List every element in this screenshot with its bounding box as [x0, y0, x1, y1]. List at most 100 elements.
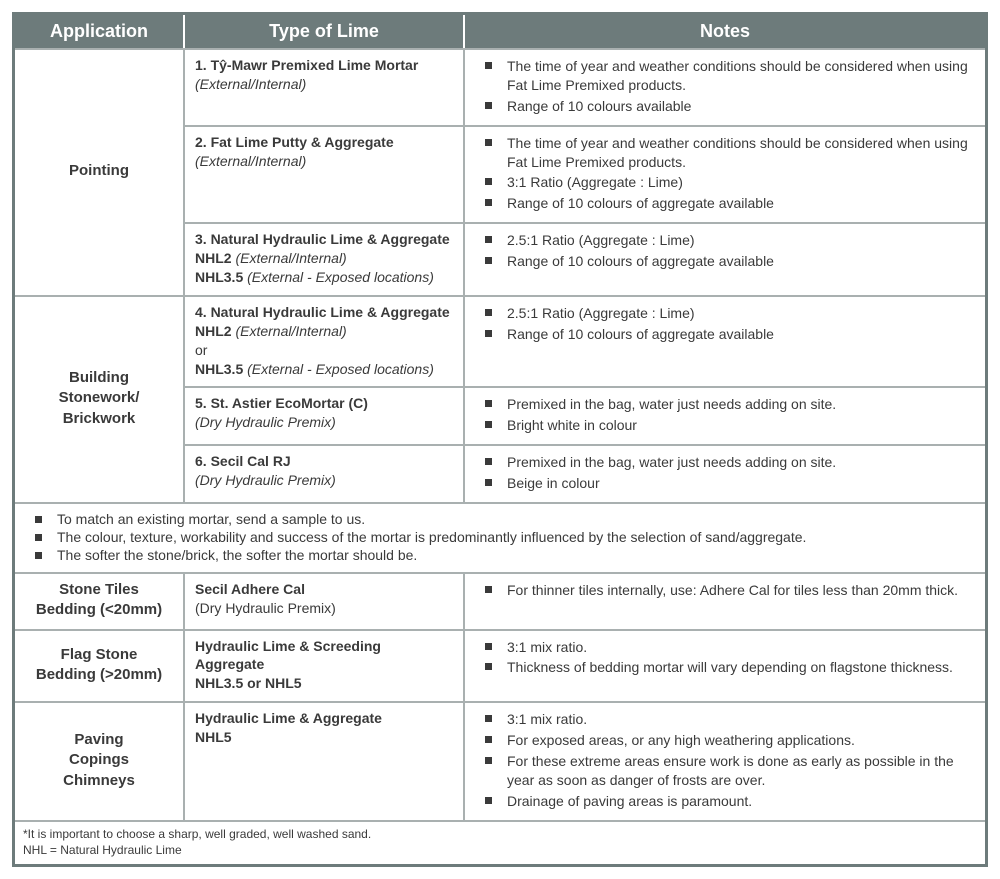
row-flagstone: Flag Stone Bedding (>20mm) Hydraulic Lim… [15, 629, 985, 702]
lime-pointing-1: 1. Tŷ-Mawr Premixed Lime Mortar (Externa… [185, 48, 465, 125]
note-item: Premixed in the bag, water just needs ad… [475, 452, 975, 473]
row-building-4: Building Stonework/ Brickwork 4. Natural… [15, 295, 985, 387]
app-stonetiles-l2: Bedding (<20mm) [36, 601, 162, 618]
note-item: Range of 10 colours available [475, 96, 975, 117]
header-type-of-lime: Type of Lime [185, 15, 465, 48]
note-item: To match an existing mortar, send a samp… [25, 510, 975, 528]
notes-paving: 3:1 mix ratio. For exposed areas, or any… [465, 701, 985, 819]
notes-list: 2.5:1 Ratio (Aggregate : Lime) Range of … [475, 303, 975, 345]
lime-or: or [195, 342, 207, 358]
notes-stonetiles: For thinner tiles internally, use: Adher… [465, 572, 985, 629]
notes-list: The time of year and weather conditions … [475, 133, 975, 215]
note-item: The colour, texture, workability and suc… [25, 528, 975, 546]
note-item: Beige in colour [475, 473, 975, 494]
lime-sub: NHL3.5 or NHL5 [195, 675, 302, 691]
row-pointing-1: Pointing 1. Tŷ-Mawr Premixed Lime Mortar… [15, 48, 985, 125]
lime-building-6: 6. Secil Cal RJ (Dry Hydraulic Premix) [185, 444, 465, 502]
note-item: Range of 10 colours of aggregate availab… [475, 251, 975, 272]
notes-list: 3:1 mix ratio. Thickness of bedding mort… [475, 637, 975, 679]
note-item: 3:1 Ratio (Aggregate : Lime) [475, 172, 975, 193]
note-item: Range of 10 colours of aggregate availab… [475, 193, 975, 214]
lime-line1b: (External/Internal) [235, 250, 346, 266]
notes-building-5: Premixed in the bag, water just needs ad… [465, 386, 985, 444]
app-stonetiles-l1: Stone Tiles [59, 581, 139, 598]
note-item: For exposed areas, or any high weatherin… [475, 730, 975, 751]
notes-list: For thinner tiles internally, use: Adher… [475, 580, 975, 601]
note-item: 2.5:1 Ratio (Aggregate : Lime) [475, 230, 975, 251]
lime-pointing-2: 2. Fat Lime Putty & Aggregate (External/… [185, 125, 465, 223]
notes-pointing-2: The time of year and weather conditions … [465, 125, 985, 223]
lime-sub: (Dry Hydraulic Premix) [195, 414, 336, 430]
note-item: Thickness of bedding mortar will vary de… [475, 657, 975, 678]
lime-sub: (External/Internal) [195, 153, 306, 169]
lime-title: 5. St. Astier EcoMortar (C) [195, 395, 368, 411]
row-paving: Paving Copings Chimneys Hydraulic Lime &… [15, 701, 985, 819]
app-paving: Paving Copings Chimneys [15, 701, 185, 819]
app-paving-l3: Chimneys [63, 772, 135, 789]
notes-flagstone: 3:1 mix ratio. Thickness of bedding mort… [465, 629, 985, 702]
lime-line2b: (External - Exposed locations) [247, 361, 434, 377]
header-notes: Notes [465, 15, 985, 48]
lime-line2b: (External - Exposed locations) [247, 269, 434, 285]
note-item: Range of 10 colours of aggregate availab… [475, 324, 975, 345]
note-item: The time of year and weather conditions … [475, 133, 975, 173]
lime-sub: (Dry Hydraulic Premix) [195, 472, 336, 488]
lime-title: 2. Fat Lime Putty & Aggregate [195, 134, 394, 150]
midnotes-list: To match an existing mortar, send a samp… [25, 510, 975, 564]
footnote-l2: NHL = Natural Hydraulic Lime [23, 843, 182, 857]
note-item: 3:1 mix ratio. [475, 637, 975, 658]
app-building: Building Stonework/ Brickwork [15, 295, 185, 502]
lime-building-5: 5. St. Astier EcoMortar (C) (Dry Hydraul… [185, 386, 465, 444]
app-building-l1: Building [69, 369, 129, 386]
lime-sub: NHL5 [195, 729, 232, 745]
note-item: Premixed in the bag, water just needs ad… [475, 394, 975, 415]
notes-list: The time of year and weather conditions … [475, 56, 975, 117]
lime-stonetiles: Secil Adhere Cal (Dry Hydraulic Premix) [185, 572, 465, 629]
header-application: Application [15, 15, 185, 48]
app-flagstone: Flag Stone Bedding (>20mm) [15, 629, 185, 702]
app-building-l2: Stonework/ [59, 389, 140, 406]
app-flagstone-l1: Flag Stone [61, 646, 138, 663]
notes-list: 2.5:1 Ratio (Aggregate : Lime) Range of … [475, 230, 975, 272]
lime-title: 1. Tŷ-Mawr Premixed Lime Mortar [195, 57, 418, 73]
notes-list: Premixed in the bag, water just needs ad… [475, 452, 975, 494]
row-stonetiles: Stone Tiles Bedding (<20mm) Secil Adhere… [15, 572, 985, 629]
lime-line1b: (External/Internal) [235, 323, 346, 339]
lime-title: 6. Secil Cal RJ [195, 453, 291, 469]
lime-line1a: NHL2 [195, 250, 235, 266]
footnote-cell: *It is important to choose a sharp, well… [15, 820, 985, 864]
header-row: Application Type of Lime Notes [15, 15, 985, 48]
app-stonetiles: Stone Tiles Bedding (<20mm) [15, 572, 185, 629]
lime-sub: (Dry Hydraulic Premix) [195, 600, 336, 616]
lime-line2a: NHL3.5 [195, 361, 247, 377]
notes-building-4: 2.5:1 Ratio (Aggregate : Lime) Range of … [465, 295, 985, 387]
lime-flagstone: Hydraulic Lime & Screeding Aggregate NHL… [185, 629, 465, 702]
notes-list: Premixed in the bag, water just needs ad… [475, 394, 975, 436]
lime-building-4: 4. Natural Hydraulic Lime & Aggregate NH… [185, 295, 465, 387]
app-paving-l2: Copings [69, 751, 129, 768]
note-item: For these extreme areas ensure work is d… [475, 751, 975, 791]
app-flagstone-l2: Bedding (>20mm) [36, 666, 162, 683]
lime-line1a: NHL2 [195, 323, 235, 339]
lime-title: Secil Adhere Cal [195, 581, 305, 597]
footnote-l1: *It is important to choose a sharp, well… [23, 827, 371, 841]
lime-title: Hydraulic Lime & Screeding Aggregate [195, 638, 381, 673]
lime-table: Application Type of Lime Notes Pointing … [12, 12, 988, 867]
lime-sub: (External/Internal) [195, 76, 306, 92]
note-item: 3:1 mix ratio. [475, 709, 975, 730]
lime-title: 3. Natural Hydraulic Lime & Aggregate [195, 231, 450, 247]
row-midnotes: To match an existing mortar, send a samp… [15, 502, 985, 572]
note-item: Bright white in colour [475, 415, 975, 436]
note-item: 2.5:1 Ratio (Aggregate : Lime) [475, 303, 975, 324]
notes-list: 3:1 mix ratio. For exposed areas, or any… [475, 709, 975, 811]
notes-building-6: Premixed in the bag, water just needs ad… [465, 444, 985, 502]
note-item: For thinner tiles internally, use: Adher… [475, 580, 975, 601]
notes-pointing-3: 2.5:1 Ratio (Aggregate : Lime) Range of … [465, 222, 985, 295]
notes-pointing-1: The time of year and weather conditions … [465, 48, 985, 125]
note-item: The softer the stone/brick, the softer t… [25, 546, 975, 564]
lime-line2a: NHL3.5 [195, 269, 247, 285]
app-pointing-label: Pointing [69, 162, 129, 179]
lime-pointing-3: 3. Natural Hydraulic Lime & Aggregate NH… [185, 222, 465, 295]
lime-paving: Hydraulic Lime & Aggregate NHL5 [185, 701, 465, 819]
row-footnote: *It is important to choose a sharp, well… [15, 820, 985, 864]
